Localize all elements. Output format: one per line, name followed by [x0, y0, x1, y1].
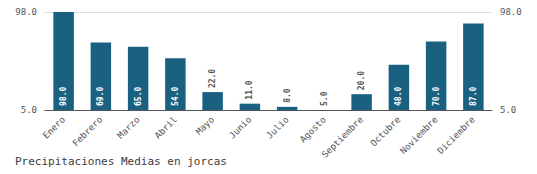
- svg-text:65.0: 65.0: [134, 87, 143, 106]
- svg-text:Diciembre: Diciembre: [435, 114, 476, 155]
- svg-text:Marzo: Marzo: [115, 114, 141, 140]
- svg-text:Enero: Enero: [41, 114, 67, 140]
- svg-text:70.0: 70.0: [432, 87, 441, 106]
- svg-text:Noviembre: Noviembre: [398, 114, 439, 155]
- svg-text:Julio: Julio: [264, 114, 290, 140]
- svg-text:69.0: 69.0: [96, 87, 105, 106]
- svg-text:54.0: 54.0: [171, 87, 180, 106]
- svg-text:20.0: 20.0: [357, 71, 366, 90]
- svg-text:Precipitaciones Medias en jorc: Precipitaciones Medias en jorcas: [15, 155, 227, 168]
- svg-text:11.0: 11.0: [245, 80, 254, 99]
- svg-text:87.0: 87.0: [469, 87, 478, 106]
- svg-text:98.0: 98.0: [500, 7, 522, 17]
- svg-text:Junio: Junio: [227, 114, 253, 140]
- svg-text:98.0: 98.0: [15, 7, 37, 17]
- svg-text:Febrero: Febrero: [71, 114, 105, 148]
- svg-text:5.0: 5.0: [320, 91, 329, 106]
- svg-text:Septiembre: Septiembre: [320, 114, 365, 159]
- svg-text:98.0: 98.0: [59, 87, 68, 106]
- svg-text:8.0: 8.0: [283, 88, 292, 103]
- svg-text:Abril: Abril: [153, 114, 179, 140]
- svg-text:5.0: 5.0: [21, 105, 37, 115]
- svg-text:5.0: 5.0: [500, 105, 516, 115]
- svg-text:48.0: 48.0: [394, 87, 403, 106]
- svg-text:Mayo: Mayo: [194, 114, 216, 136]
- svg-text:22.0: 22.0: [208, 69, 217, 88]
- svg-text:Octubre: Octubre: [369, 114, 403, 148]
- svg-text:Agosto: Agosto: [298, 114, 328, 144]
